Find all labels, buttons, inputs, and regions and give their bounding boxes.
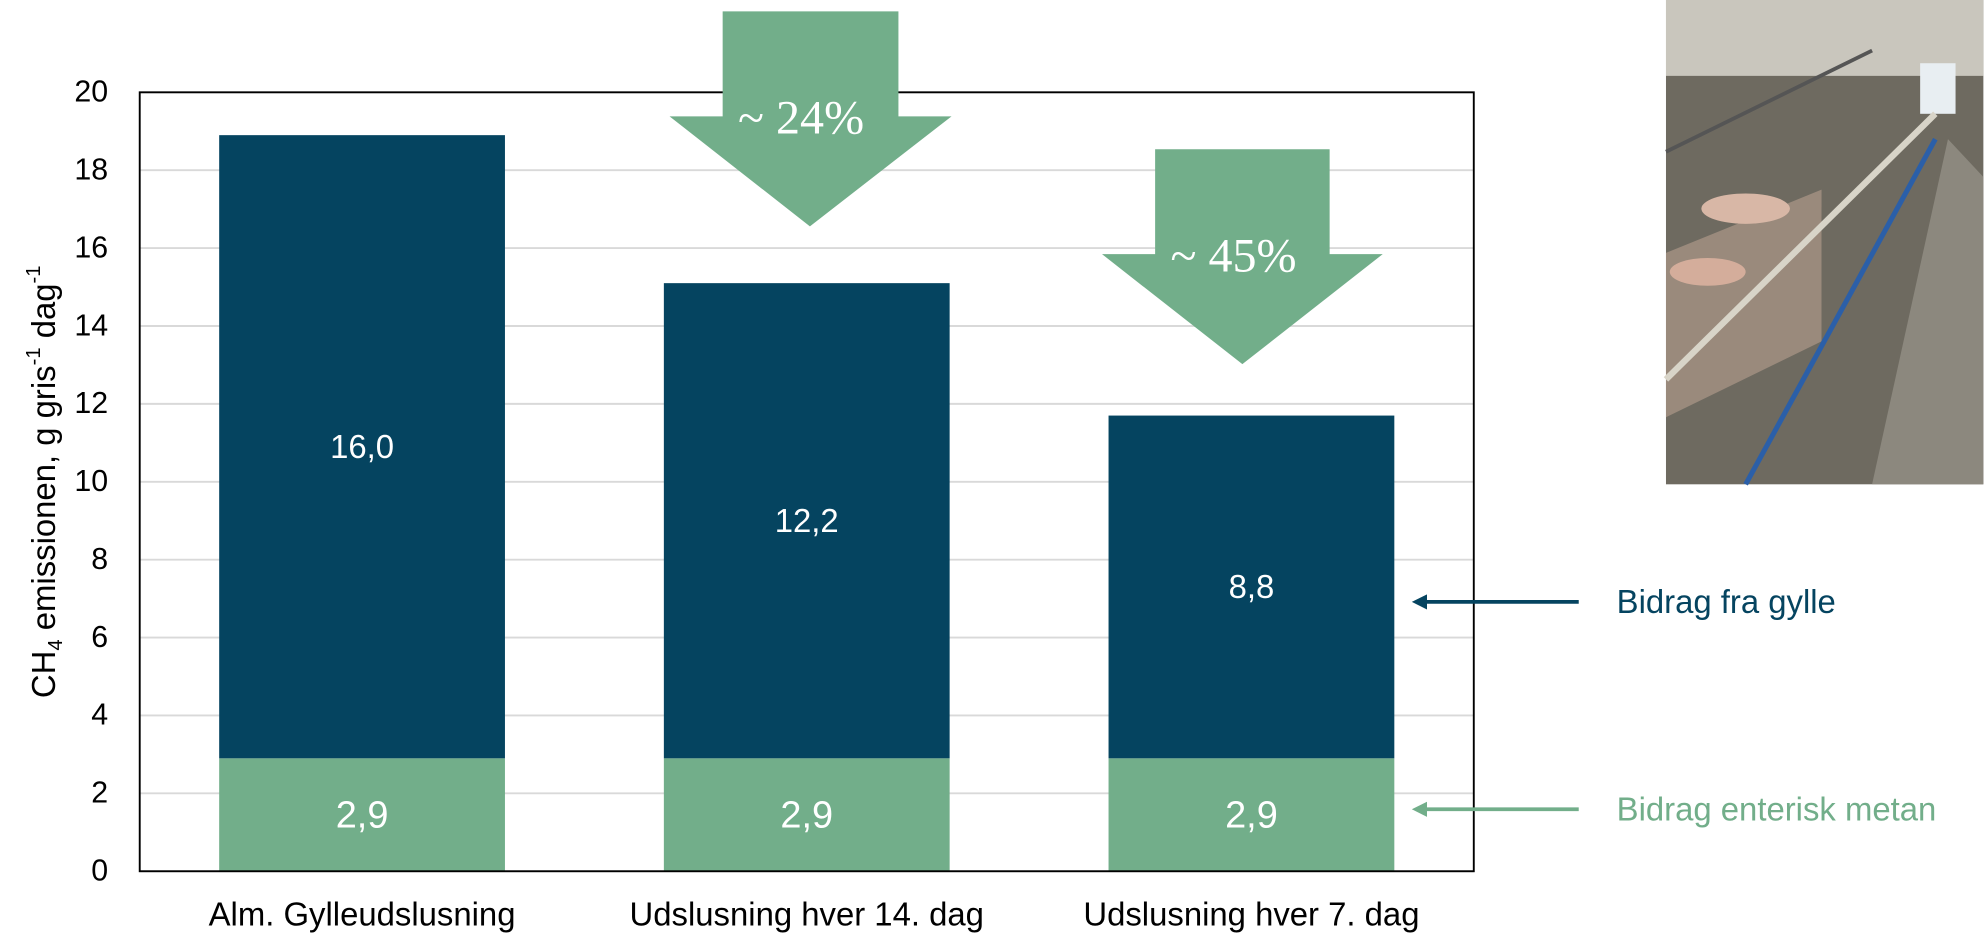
annotation: ~ 45% <box>1170 230 1296 283</box>
y-tick-label: 0 <box>91 855 108 888</box>
y-tick-label: 8 <box>91 543 108 576</box>
y-axis-label: CH4 emissionen, g gris-1 dag-1 <box>23 265 67 698</box>
x-tick-label: Udslusning hver 7. dag <box>1083 895 1419 932</box>
x-tick-label: Alm. Gylleudslusning <box>209 895 516 932</box>
value-label: 16,0 <box>330 428 394 465</box>
legend-arrow-head <box>1412 802 1427 817</box>
value-label: 2,9 <box>336 794 389 836</box>
page: {"chart_data": { "type": "stacked_bar", … <box>0 0 1984 937</box>
y-axis-label-part: -1 <box>23 265 45 283</box>
y-axis-label-part: emissionen, g gris <box>25 365 62 639</box>
legend-label: Bidrag enterisk metan <box>1617 791 1937 828</box>
value-label: 8,8 <box>1229 568 1275 605</box>
legend-arrow-head <box>1412 594 1427 609</box>
y-axis-label-part: -1 <box>23 347 45 365</box>
y-tick-label: 4 <box>91 699 108 732</box>
y-tick-label: 2 <box>91 777 108 810</box>
y-axis-label-part: CH <box>25 651 62 698</box>
value-label: 2,9 <box>1225 794 1278 836</box>
y-tick-label: 16 <box>74 231 108 264</box>
y-tick-label: 14 <box>74 309 108 342</box>
y-tick-label: 6 <box>91 621 108 654</box>
photo <box>1666 0 1983 484</box>
y-tick-label: 18 <box>74 153 108 186</box>
y-axis-label-part: dag <box>25 283 62 347</box>
x-tick-label: Udslusning hver 14. dag <box>630 895 984 932</box>
y-axis-label-part: 4 <box>45 639 67 650</box>
value-label: 2,9 <box>780 794 833 836</box>
annotation: ~ 24% <box>738 92 864 145</box>
value-label: 12,2 <box>775 502 839 539</box>
y-tick-label: 12 <box>74 387 108 420</box>
legend-label: Bidrag fra gylle <box>1617 583 1836 620</box>
chart: 02468101214161820CH4 emissionen, g gris-… <box>0 0 1984 937</box>
y-tick-label: 20 <box>74 76 108 109</box>
y-tick-label: 10 <box>74 465 108 498</box>
